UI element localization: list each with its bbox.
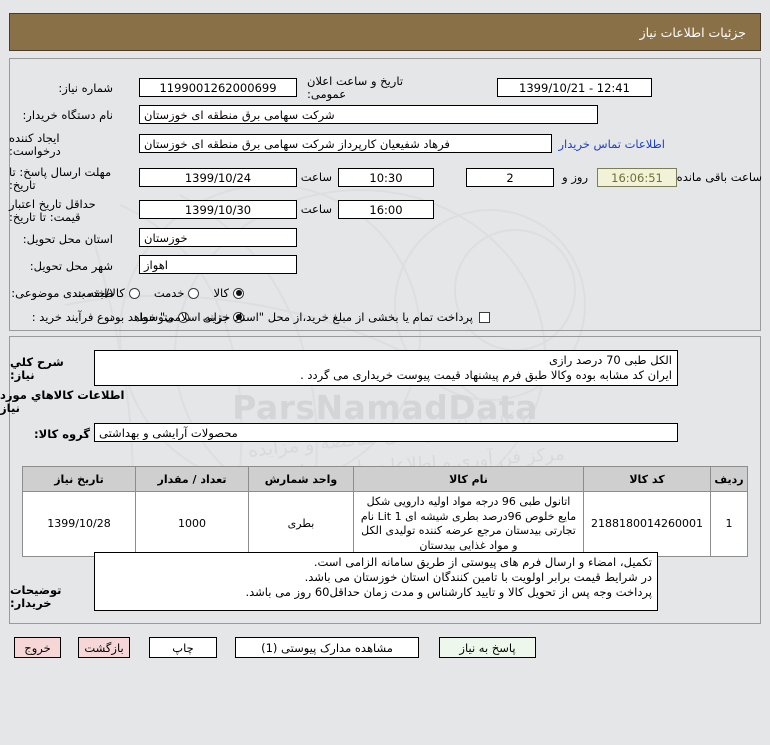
treasury-checkbox-label: پرداخت تمام یا بخشی از مبلغ خرید،از محل … [106,310,473,324]
need-number-label: شماره نیاز: [58,80,113,95]
delivery-province-label: استان محل تحویل: [22,231,113,246]
delivery-province-field: خوزستان [139,228,297,247]
remaining-days-field: 2 [466,168,554,187]
respond-to-need-button[interactable]: پاسخ به نیاز [439,637,536,658]
goods-section-heading: اطلاعات كالاهاي مورد نياز [0,388,125,415]
page-title: جزئیات اطلاعات نیاز [639,25,746,40]
th-item-name: نام کالا [353,466,584,492]
announce-date-field: 1399/10/21 - 12:41 [497,78,652,97]
deadline-label: مهلت ارسال پاسخ: تا تاریخ: [9,165,112,192]
table-row: 1 2188180014260001 اتانول طبی 96 درجه مو… [22,491,748,557]
creator-field: فرهاد شفیعیان کارپرداز شرکت سهامی برق من… [139,134,552,153]
cell-row-index: 1 [710,491,748,557]
remaining-time-suffix: ساعت باقی مانده [676,170,762,184]
cell-item-code: 2188180014260001 [583,491,711,557]
category-option-service[interactable]: خدمت [154,286,200,300]
print-button[interactable]: چاپ [149,637,217,658]
price-validity-time-field: 16:00 [338,200,434,219]
checkbox-icon[interactable] [479,311,490,323]
price-validity-date-field: 1399/10/30 [139,200,297,219]
cell-need-date: 1399/10/28 [22,491,136,557]
buyer-org-label: نام دستگاه خریدار: [22,107,113,122]
cell-quantity: 1000 [135,491,249,557]
need-number-field: 1199001262000699 [139,78,297,97]
buyer-contact-link[interactable]: اطلاعات تماس خریدار [558,137,665,151]
th-quantity: تعداد / مقدار [135,466,249,492]
description-textarea[interactable]: الکل طبی 70 درصد رازی ایران کد مشابه بود… [94,350,678,386]
delivery-city-label: شهر محل تحویل: [29,258,113,273]
radio-icon[interactable] [233,287,244,299]
category-option-goods[interactable]: کالا [213,286,244,300]
category-option-both-label: کالا/خدمت [74,286,125,300]
deadline-time-field: 10:30 [338,168,434,187]
buyer-notes-line-1: تکمیل، امضاء و ارسال فرم های پیوستی از ط… [313,555,652,569]
category-radio-group: کالا خدمت کالا/خدمت [75,283,244,303]
delivery-city-field: اهواز [139,255,297,274]
remaining-days-word: روز و [562,170,588,184]
buyer-notes-label: توضیحات خریدار: [10,583,62,610]
treasury-checkbox-row[interactable]: پرداخت تمام یا بخشی از مبلغ خرید،از محل … [106,307,490,327]
th-need-date: تاریخ نیاز [22,466,136,492]
creator-label: ایجاد کننده درخواست: [9,131,61,158]
back-button[interactable]: بازگشت [78,637,130,658]
buyer-org-field: شرکت سهامی برق منطقه ای خوزستان [139,105,598,124]
buyer-notes-line-3: پرداخت وجه پس از تحویل کالا و تایید کارش… [245,585,652,599]
th-item-code: کد کالا [583,466,711,492]
price-validity-label: حداقل تاریخ اعتبار قیمت: تا تاریخ: [9,197,96,224]
cell-unit: بطری [248,491,354,557]
buyer-notes-line-2: در شرایط قیمت برابر اولویت با تامین کنند… [304,570,652,584]
view-attached-documents-button[interactable]: مشاهده مدارک پیوستی (1) [235,637,419,658]
cell-item-name: اتانول طبی 96 درجه مواد اولیه دارویی شکل… [353,491,584,557]
th-row-index: ردیف [710,466,748,492]
buyer-notes-textarea[interactable]: تکمیل، امضاء و ارسال فرم های پیوستی از ط… [94,552,658,611]
radio-icon[interactable] [128,287,140,299]
exit-button[interactable]: خروج [14,637,61,658]
page-title-bar: جزئیات اطلاعات نیاز [9,13,761,51]
category-option-service-label: خدمت [153,286,185,300]
goods-table: ردیف کد کالا نام کالا واحد شمارش تعداد /… [22,466,748,557]
category-option-goods-label: کالا [213,286,229,300]
price-validity-time-label: ساعت [300,202,332,216]
deadline-time-label: ساعت [300,170,332,184]
deadline-date-field: 1399/10/24 [139,168,297,187]
announce-date-label: تاریخ و ساعت اعلان عمومی: [307,74,404,101]
countdown-timer: 16:06:51 [597,168,677,187]
description-line-2: ایران کد مشابه بوده وکالا طبق فرم پیشنها… [300,368,672,382]
category-option-both[interactable]: کالا/خدمت [75,286,140,300]
table-header-row: ردیف کد کالا نام کالا واحد شمارش تعداد /… [22,466,748,492]
goods-group-field: محصولات آرایشی و بهداشتی [94,423,678,442]
description-line-1: الکل طبی 70 درصد رازی [548,353,672,367]
description-label: شرح كلي نياز: [10,355,64,382]
purchase-process-label: نوع فرآیند خرید : [31,309,113,324]
radio-icon[interactable] [188,287,200,299]
th-unit: واحد شمارش [248,466,354,492]
goods-group-label: گروه کالا: [34,426,90,441]
